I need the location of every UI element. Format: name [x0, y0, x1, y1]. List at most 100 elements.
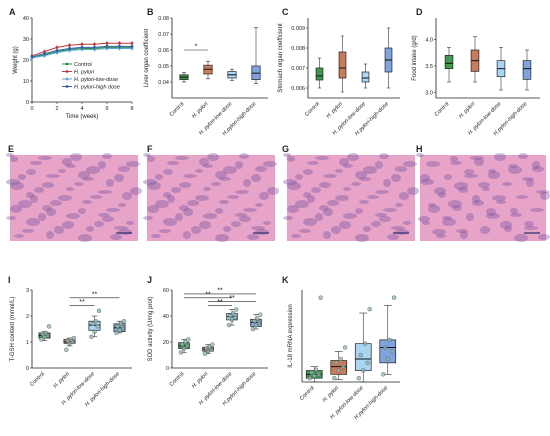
- panel-a-point: [93, 46, 96, 49]
- histology-cell-cluster: [339, 221, 351, 229]
- histology-cell-cluster: [295, 200, 309, 208]
- panel-c-y-label: Stomach organ coefficient: [278, 23, 284, 93]
- histology-image-f: [143, 153, 279, 242]
- panel-a-x-label: Time (week): [66, 114, 99, 120]
- panel-a-x-tick-label: 2: [55, 106, 58, 112]
- panel-i-data-point: [121, 319, 127, 324]
- histology-cell-cluster: [54, 226, 64, 234]
- histology-cell-cluster: [207, 153, 219, 161]
- histology-cell-cluster: [30, 161, 42, 165]
- histology-cell-cluster: [38, 213, 46, 221]
- panel-i-sig-label: **: [92, 291, 98, 298]
- panel-i-data-point: [115, 324, 120, 329]
- histology-cell-cluster: [375, 213, 387, 217]
- panel-k-data-point: [358, 352, 363, 358]
- histology-cell-cluster: [295, 174, 303, 180]
- panel-a-point: [30, 55, 34, 59]
- histology-cell-cluster: [42, 205, 52, 211]
- histology-cell-cluster: [30, 195, 38, 203]
- histology-cell-cluster: [267, 187, 279, 195]
- histology-cell-cluster: [179, 205, 189, 211]
- histology-cell-cluster: [450, 156, 458, 162]
- histology-cell-cluster: [122, 192, 132, 200]
- panel-d-y-tick-label: 3.5: [425, 64, 433, 70]
- histology-cell-cluster: [516, 195, 528, 199]
- panel-k-data-point: [316, 372, 321, 377]
- histology-cell-cluster: [223, 166, 237, 174]
- histology-cell-cluster: [18, 174, 26, 180]
- panel-j-data-point: [231, 311, 236, 316]
- panel-a-point: [93, 42, 96, 46]
- histology-cell-cluster: [195, 195, 209, 201]
- histology-cell-cluster: [163, 192, 171, 198]
- panel-d-y-tick-label: 4.0: [425, 37, 433, 43]
- histology-cell-cluster: [58, 169, 66, 173]
- histology-cell-cluster: [10, 205, 22, 213]
- histology-cell-cluster: [283, 216, 293, 220]
- histology-cell-cluster: [247, 234, 259, 240]
- histology-cell-cluster: [251, 226, 265, 230]
- panel-j-data-point: [180, 342, 185, 347]
- histology-cell-cluster: [215, 208, 223, 214]
- panel-a-legend-marker-0: [65, 62, 69, 66]
- panel-j-data-point: [229, 317, 235, 323]
- histology-cell-cluster: [287, 205, 299, 213]
- histology-cell-cluster: [203, 213, 217, 219]
- panel-a-legend-label-0: Control: [74, 62, 92, 68]
- panel-a-point: [105, 41, 109, 45]
- panel-k-data-point: [367, 306, 372, 312]
- histology-cell-cluster: [524, 221, 534, 227]
- histology-cell-cluster: [6, 153, 14, 157]
- histology-cell-cluster: [536, 190, 550, 194]
- panel-k-y-label: IL-18 mRNA expression: [288, 304, 294, 367]
- histology-cell-cluster: [102, 216, 114, 222]
- panel-d-box-0: [444, 54, 454, 70]
- histology-cell-cluster: [375, 190, 389, 194]
- histology-cell-cluster: [456, 229, 468, 233]
- histology-cell-cluster: [62, 158, 72, 166]
- histology-cell-cluster: [347, 153, 359, 161]
- panel-a-x-tick-label: 6: [105, 106, 108, 112]
- panel-b-y-tick-label: 0.05: [158, 64, 169, 70]
- histology-cell-cluster: [26, 169, 36, 175]
- histology-cell-cluster: [191, 226, 201, 234]
- histology-cell-cluster: [287, 156, 295, 162]
- panel-i-data-point: [93, 319, 99, 324]
- panel-i-data-point: [90, 321, 95, 326]
- histology-cell-cluster: [183, 208, 193, 216]
- histology-cell-cluster: [263, 221, 271, 225]
- panel-k-data-point: [361, 368, 366, 373]
- histology-cell-cluster: [450, 161, 462, 165]
- histology-cell-cluster: [163, 218, 177, 226]
- histology-cell-cluster: [335, 195, 349, 201]
- panel-i-y-tick-label: 3: [26, 288, 29, 294]
- histology-cell-cluster: [407, 187, 419, 195]
- histology-cell-cluster: [38, 156, 52, 160]
- panel-k-data-point: [341, 364, 346, 369]
- panel-i-category-label-1: H. pylori: [52, 371, 71, 390]
- histology-cell-cluster: [391, 226, 405, 230]
- histology-cell-cluster: [199, 158, 209, 166]
- panel-letter-b: B: [147, 7, 154, 17]
- panel-i-y-tick-label: 1: [26, 340, 29, 346]
- panel-i-data-point: [64, 347, 69, 352]
- panel-j-y-tick-label: 20: [163, 340, 169, 346]
- panel-i-data-point: [71, 335, 77, 341]
- histology-cell-cluster: [195, 169, 203, 173]
- histology-cell-cluster: [259, 192, 269, 200]
- histology-cell-cluster: [442, 216, 452, 220]
- histology-cell-cluster: [532, 161, 540, 169]
- panel-i-data-point: [39, 337, 44, 342]
- histology-cell-cluster: [215, 234, 229, 242]
- histology-cell-cluster: [46, 174, 60, 178]
- panel-j-data-point: [183, 339, 188, 345]
- histology-cell-cluster: [319, 182, 331, 188]
- histology-cell-cluster: [235, 213, 247, 217]
- histology-cell-cluster: [363, 166, 377, 174]
- panel-i-category-label-0: Control: [29, 371, 46, 388]
- panel-j-data-point: [186, 337, 191, 342]
- histology-cell-cluster: [50, 200, 62, 206]
- panel-k-data-point: [385, 356, 390, 362]
- panel-b-y-tick-label: 0.07: [158, 32, 169, 38]
